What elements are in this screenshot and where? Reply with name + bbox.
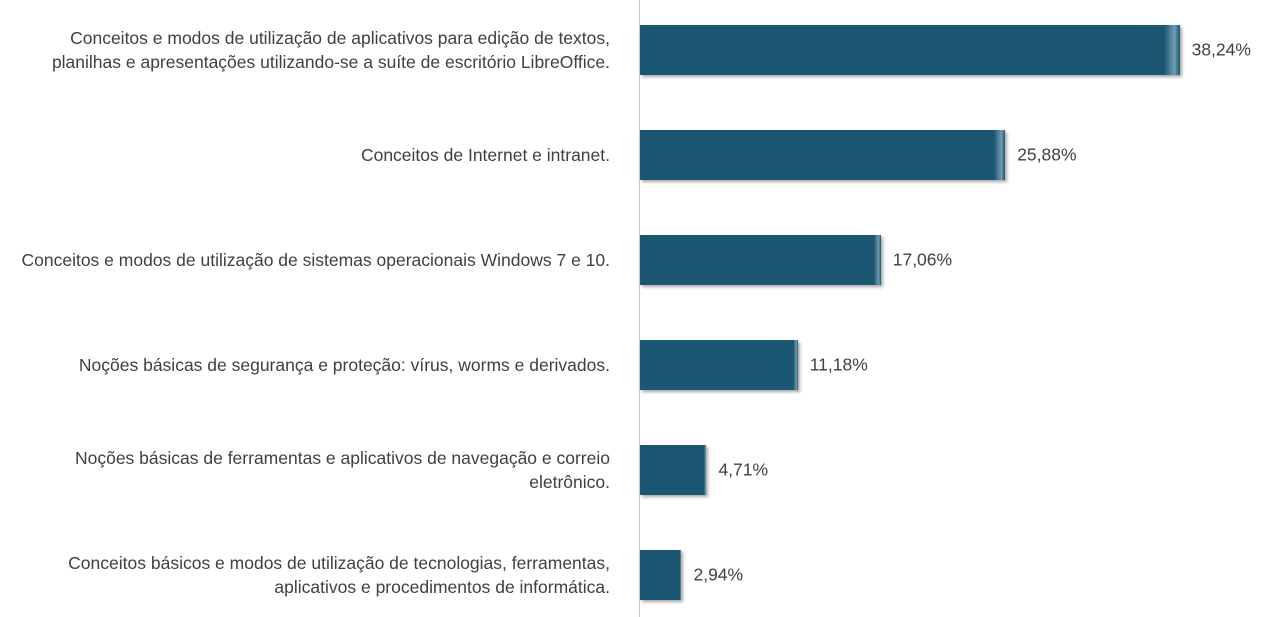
data-label: 4,71% [718,459,769,480]
category-label: Conceitos de Internet e intranet. [360,145,610,165]
bar [640,550,682,600]
category-label: Noções básicas de segurança e proteção: … [78,355,610,375]
category-label: Noções básicas de ferramentas e aplicati… [74,448,610,492]
bar [640,25,1180,75]
category-label: Conceitos básicos e modos de utilização … [68,553,610,597]
bar [640,340,798,390]
bar [640,130,1006,180]
data-label: 11,18% [809,354,868,375]
category-axis [639,0,640,617]
data-label: 38,24% [1191,39,1251,60]
data-label: 17,06% [892,249,953,270]
bar [640,235,881,285]
bar [640,445,707,495]
data-label: 2,94% [693,564,744,585]
category-label: Conceitos e modos de utilização de siste… [21,250,610,270]
data-label: 25,88% [1017,144,1077,165]
category-label: Conceitos e modos de utilização de aplic… [51,28,610,72]
